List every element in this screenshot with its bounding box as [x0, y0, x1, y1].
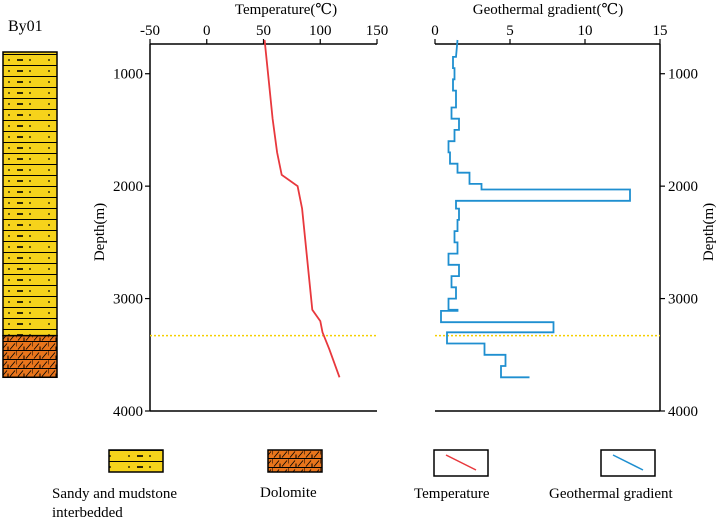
- depth-axis-title-left: Depth(m): [92, 203, 108, 261]
- y-tick-label-1-3: 4000: [668, 404, 698, 420]
- temperature-axis-title: Temperature(℃): [235, 2, 337, 18]
- legend-item-gradient: Geothermal gradient: [549, 449, 674, 502]
- x-tick-label-0-3: 100: [309, 23, 332, 39]
- y-tick-label-1-0: 1000: [668, 67, 698, 83]
- gradient-panel: 0 5 10 15 1000 2000 3000 4000 Geothermal gradie…: [431, 2, 717, 420]
- y-tick-label-0-2: 3000: [113, 292, 143, 308]
- gradient-series-line: [440, 39, 631, 379]
- x-tick-label-0-1: 0: [203, 23, 211, 39]
- legend-item-sandy-mudstone: Sandy and mudstone interbedded: [52, 449, 181, 521]
- litho-layer-1: [2, 334, 58, 379]
- legend-line-temperature: [445, 454, 477, 471]
- depth-axis-title-right: Depth(m): [701, 203, 717, 261]
- x-tick-label-1-3: 15: [653, 23, 668, 39]
- y-tick-label-0-0: 1000: [113, 67, 143, 83]
- legend-swatch-dolomite: [267, 449, 323, 473]
- legend-label-temperature: Temperature: [414, 486, 490, 502]
- gradient-ticks: 0 5 10 15 1000 2000 3000 4000: [431, 23, 698, 420]
- y-tick-label-0-1: 2000: [113, 179, 143, 195]
- x-tick-label-1-2: 10: [578, 23, 593, 39]
- y-tick-label-1-2: 3000: [668, 292, 698, 308]
- legend-swatch-sand: [108, 449, 164, 473]
- temperature-series-line: [263, 39, 341, 378]
- x-tick-label-0-0: -50: [140, 23, 160, 39]
- x-tick-label-1-1: 5: [506, 23, 514, 39]
- well-label: By01: [8, 18, 43, 35]
- legend: Sandy and mudstone interbedded Dolomite …: [52, 449, 674, 521]
- y-tick-label-1-1: 2000: [668, 179, 698, 195]
- x-tick-label-0-2: 50: [256, 23, 271, 39]
- legend-label-sandy-line1: Sandy and mudstone: [52, 486, 177, 502]
- gradient-axis-title: Geothermal gradient(℃): [473, 2, 623, 18]
- litho-layer-0: [2, 51, 58, 337]
- temperature-ticks: -50 0 50 100 150 1000 2000 3000 4000: [113, 23, 388, 420]
- legend-line-gradient: [612, 454, 644, 471]
- legend-item-temperature: Temperature: [414, 449, 490, 502]
- y-tick-label-0-3: 4000: [113, 404, 143, 420]
- legend-item-dolomite: Dolomite: [260, 449, 323, 501]
- lithology-column: [2, 51, 58, 379]
- legend-label-gradient: Geothermal gradient: [549, 486, 674, 502]
- temperature-panel: -50 0 50 100 150 1000 2000 3000 4000 Temperature…: [92, 2, 388, 420]
- x-tick-label-1-0: 0: [431, 23, 439, 39]
- legend-label-dolomite: Dolomite: [260, 485, 317, 501]
- legend-label-sandy-line2: interbedded: [52, 505, 123, 521]
- legend-label-sandy-mudstone: Sandy and mudstone interbedded: [52, 486, 181, 521]
- x-tick-label-0-4: 150: [366, 23, 389, 39]
